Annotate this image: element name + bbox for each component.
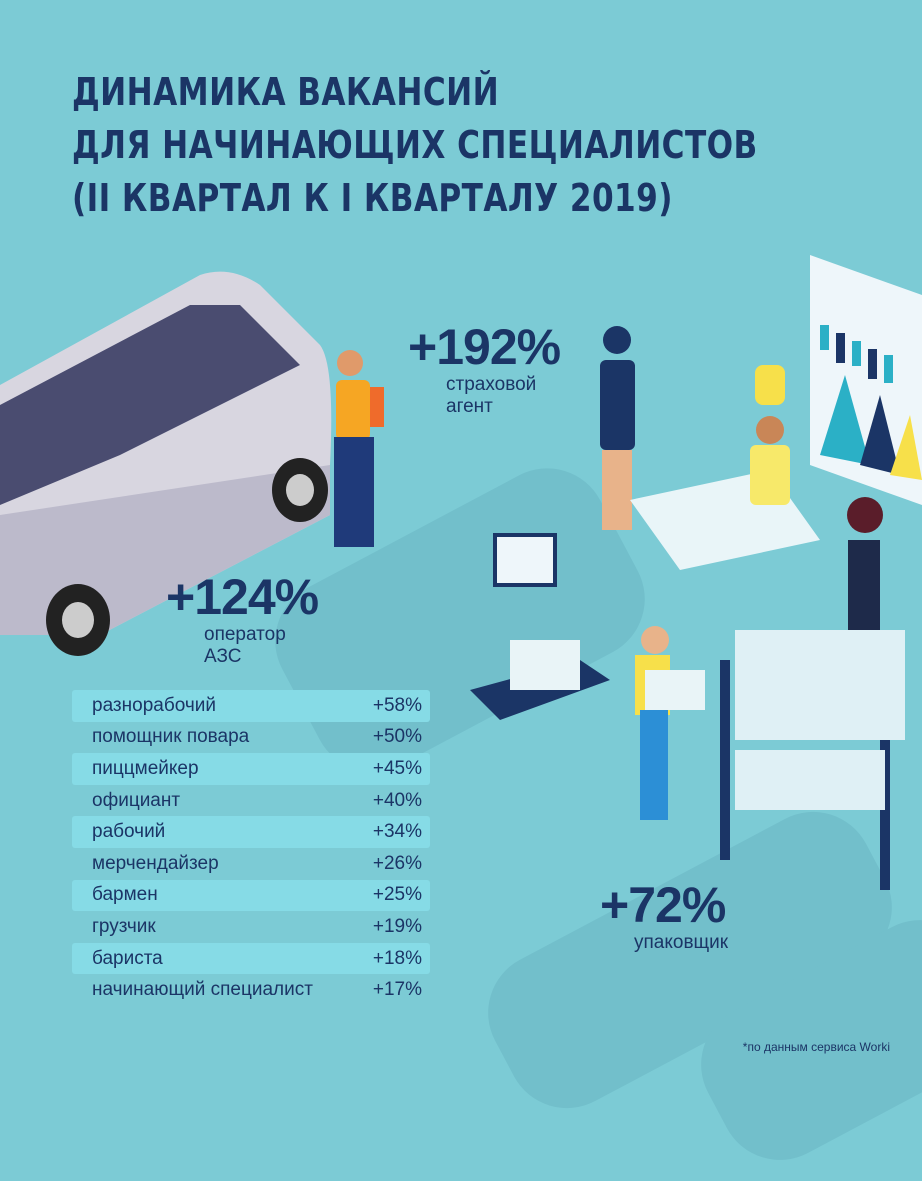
stat-insurance-agent: +192% страховой агент [408,319,561,418]
job-change: +50% [372,726,422,748]
warehouse-illustration [470,533,905,890]
footnote: *по данным сервиса Worki [742,1040,890,1054]
job-change: +19% [372,915,422,937]
table-row: разнорабочий +58% [72,690,430,722]
stat-label-line: АЗС [204,646,242,667]
van-illustration [0,271,332,656]
job-change: +45% [372,757,422,779]
table-row: официант +40% [72,785,430,817]
job-name: грузчик [92,915,156,937]
job-name: рабочий [92,821,166,843]
job-change: +25% [372,884,422,906]
table-row: помощник повара +50% [72,722,430,754]
job-change: +18% [372,947,422,969]
page-title: ДИНАМИКА ВАКАНСИЙ ДЛЯ НАЧИНАЮЩИХ СПЕЦИАЛ… [72,66,758,225]
worker-illustration [334,350,384,547]
job-name: бариста [92,947,163,969]
table-row: мерчендайзер +26% [72,848,430,880]
job-change: +58% [372,694,422,716]
vacancy-table: разнорабочий +58% помощник повара +50% пиццм… [72,690,430,1006]
office-illustration [600,326,883,650]
stat-label: упаковщик [634,932,728,954]
stat-gas-operator: +124% оператор АЗС [166,569,319,668]
job-name: пиццмейкер [92,757,199,779]
job-change: +26% [372,852,422,874]
stat-label: оператор АЗС [204,624,318,668]
job-change: +40% [372,789,422,811]
table-row: грузчик +19% [72,911,430,943]
stat-value: +192% [408,319,561,375]
stat-label-line: оператор [204,624,286,645]
title-line: (II КВАРТАЛ К I КВАРТАЛУ 2019) [72,176,673,220]
stat-packer: +72% упаковщик [600,880,728,954]
job-change: +17% [372,979,422,1001]
stat-label-line: упаковщик [634,932,729,953]
stat-value: +124% [166,569,319,625]
job-name: помощник повара [92,726,250,748]
stat-label-line: агент [446,396,493,417]
job-name: начинающий специалист [92,979,313,1001]
table-row: бариста +18% [72,942,430,975]
title-line: ДИНАМИКА ВАКАНСИЙ [72,70,500,114]
stat-label: страховой агент [446,374,560,418]
job-name: мерчендайзер [92,852,219,874]
job-name: разнорабочий [92,694,216,716]
stat-value: +72% [600,877,726,933]
table-row: бармен +25% [72,879,430,912]
title-line: ДЛЯ НАЧИНАЮЩИХ СПЕЦИАЛИСТОВ [72,123,758,167]
job-change: +34% [372,821,422,843]
table-row: рабочий +34% [72,816,430,848]
table-row: пиццмейкер +45% [72,753,430,785]
job-name: бармен [92,884,158,906]
job-name: официант [92,789,181,811]
table-row: начинающий специалист +17% [72,974,430,1006]
stat-label-line: страховой [446,374,537,395]
chart-board-illustration [810,255,922,505]
